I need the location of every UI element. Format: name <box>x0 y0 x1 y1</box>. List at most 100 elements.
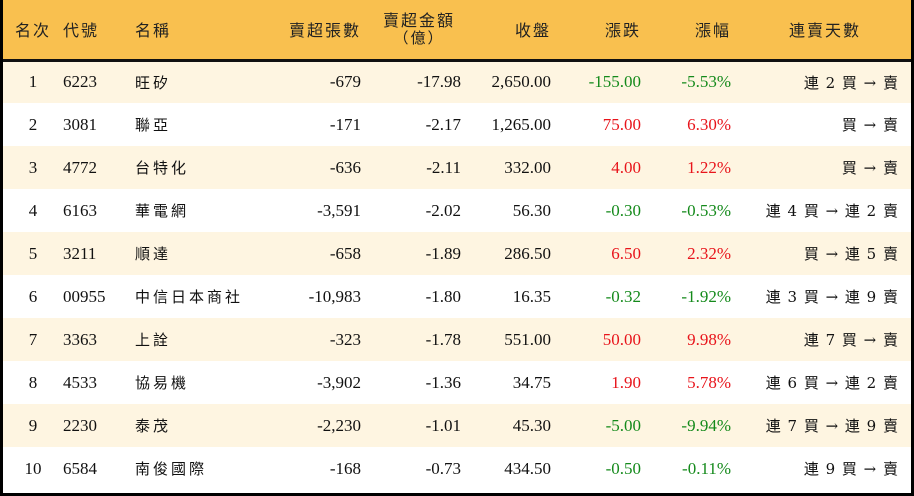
streak-cell: 買 → 連 5 賣 <box>803 245 899 263</box>
header-rank: 名次 <box>14 21 51 41</box>
net-sell-lots-cell: -3,902 <box>317 372 361 392</box>
change-cell: 4.00 <box>611 157 641 177</box>
header-streak: 連賣天數 <box>788 21 861 41</box>
change-cell: -155.00 <box>588 72 641 92</box>
name-cell: 協易機 <box>135 374 190 392</box>
net-sell-amount-cell: -2.02 <box>425 200 461 220</box>
name-cell: 中信日本商社 <box>135 288 244 306</box>
streak-cell: 買 → 賣 <box>841 159 899 177</box>
rank-cell: 4 <box>28 200 38 220</box>
net-sell-lots-cell: -10,983 <box>308 286 361 306</box>
net-sell-amount-cell: -0.73 <box>425 458 461 478</box>
name-cell: 上詮 <box>135 331 172 349</box>
rank-cell: 3 <box>28 157 38 177</box>
streak-cell: 連 6 買 → 連 2 賣 <box>765 374 899 392</box>
name-cell: 旺矽 <box>135 73 172 92</box>
change-pct-cell: -0.53% <box>681 200 731 220</box>
rank-cell: 1 <box>28 72 38 92</box>
change-cell: -0.30 <box>605 200 641 220</box>
table-row[interactable]: 10 6584 南俊國際 -168 -0.73 434.50 -0.50 -0.… <box>3 447 911 490</box>
net-sell-lots-cell: -3,591 <box>317 200 361 220</box>
close-cell: 45.30 <box>512 415 551 435</box>
net-sell-amount-cell: -1.78 <box>425 329 461 349</box>
change-cell: 6.50 <box>611 243 641 263</box>
rank-cell: 9 <box>28 415 38 435</box>
rank-cell: 2 <box>28 114 38 134</box>
code-cell: 2230 <box>63 415 97 435</box>
streak-cell: 連 4 買 → 連 2 賣 <box>765 202 899 220</box>
code-cell: 4772 <box>63 157 97 177</box>
name-cell: 聯亞 <box>135 116 172 134</box>
table-row[interactable]: 2 3081 聯亞 -171 -2.17 1,265.00 75.00 6.30… <box>3 103 911 146</box>
header-code: 代號 <box>63 21 100 41</box>
change-pct-cell: 2.32% <box>687 243 731 263</box>
streak-cell: 連 7 買 → 賣 <box>803 331 899 349</box>
rank-cell: 10 <box>24 458 42 478</box>
streak-cell: 連 2 買 → 賣 <box>803 73 899 92</box>
change-cell: 75.00 <box>602 114 641 134</box>
code-cell: 00955 <box>63 286 106 306</box>
net-sell-amount-cell: -1.89 <box>425 243 461 263</box>
header-net-sell-lots: 賣超張數 <box>288 21 361 41</box>
streak-cell: 買 → 賣 <box>841 116 899 134</box>
net-sell-lots-cell: -636 <box>329 157 361 177</box>
table-row[interactable]: 5 3211 順達 -658 -1.89 286.50 6.50 2.32% 買… <box>3 232 911 275</box>
name-cell: 華電網 <box>135 202 190 220</box>
change-pct-cell: -5.53% <box>681 72 731 92</box>
table-row[interactable]: 8 4533 協易機 -3,902 -1.36 34.75 1.90 5.78%… <box>3 361 911 404</box>
table-row[interactable]: 4 6163 華電網 -3,591 -2.02 56.30 -0.30 -0.5… <box>3 189 911 232</box>
table-row[interactable]: 7 3363 上詮 -323 -1.78 551.00 50.00 9.98% … <box>3 318 911 361</box>
change-pct-cell: -0.11% <box>682 458 731 478</box>
table-row[interactable]: 9 2230 泰茂 -2,230 -1.01 45.30 -5.00 -9.94… <box>3 404 911 447</box>
change-pct-cell: -1.92% <box>681 286 731 306</box>
header-name: 名稱 <box>135 21 172 41</box>
net-sell-lots-cell: -171 <box>329 114 361 134</box>
name-cell: 泰茂 <box>135 417 172 435</box>
streak-cell: 連 7 買 → 連 9 賣 <box>765 417 899 435</box>
header-change: 漲跌 <box>604 21 641 41</box>
code-cell: 3211 <box>63 243 97 263</box>
close-cell: 34.75 <box>512 372 551 392</box>
table-row[interactable]: 1 6223 旺矽 -679 -17.98 2,650.00 -155.00 -… <box>3 60 911 103</box>
change-pct-cell: 6.30% <box>687 114 731 134</box>
change-cell: 1.90 <box>611 372 641 392</box>
rank-cell: 7 <box>28 329 38 349</box>
code-cell: 6584 <box>63 458 97 478</box>
change-pct-cell: 1.22% <box>687 157 731 177</box>
header-close: 收盤 <box>514 21 551 41</box>
code-cell: 6163 <box>63 200 97 220</box>
close-cell: 56.30 <box>512 200 551 220</box>
name-cell: 順達 <box>135 245 172 263</box>
net-sell-amount-cell: -1.01 <box>425 415 461 435</box>
name-cell: 南俊國際 <box>135 460 208 478</box>
close-cell: 551.00 <box>504 329 551 349</box>
change-pct-cell: 5.78% <box>687 372 731 392</box>
header-net-sell-amount: 賣超金額 （億） <box>369 0 469 60</box>
close-cell: 332.00 <box>504 157 551 177</box>
table-row[interactable]: 3 4772 台特化 -636 -2.11 332.00 4.00 1.22% … <box>3 146 911 189</box>
header-change-pct: 漲幅 <box>694 21 731 41</box>
net-sell-amount-cell: -1.36 <box>425 372 461 392</box>
net-sell-amount-cell: -1.80 <box>425 286 461 306</box>
net-sell-lots-cell: -679 <box>329 72 361 92</box>
close-cell: 1,265.00 <box>491 114 552 134</box>
net-sell-amount-cell: -17.98 <box>417 72 461 92</box>
net-sell-ranking-table: 名次 代號 名稱 賣超張數 賣超金額 （億） 收盤 漲跌 漲幅 連賣天數 1 6… <box>3 0 911 490</box>
rank-cell: 8 <box>28 372 38 392</box>
code-cell: 3081 <box>63 114 97 134</box>
change-cell: -5.00 <box>605 415 641 435</box>
close-cell: 286.50 <box>504 243 551 263</box>
header-net-sell-amount-label: 賣超金額 <box>382 11 455 31</box>
table-row[interactable]: 6 00955 中信日本商社 -10,983 -1.80 16.35 -0.32… <box>3 275 911 318</box>
streak-cell: 連 9 買 → 賣 <box>803 460 899 478</box>
net-sell-lots-cell: -2,230 <box>317 415 361 435</box>
code-cell: 4533 <box>63 372 97 392</box>
streak-cell: 連 3 買 → 連 9 賣 <box>765 288 899 306</box>
code-cell: 6223 <box>63 72 97 92</box>
net-sell-lots-cell: -658 <box>329 243 361 263</box>
close-cell: 434.50 <box>504 458 551 478</box>
change-cell: 50.00 <box>602 329 641 349</box>
rank-cell: 6 <box>28 286 38 306</box>
header-net-sell-amount-unit: （億） <box>393 29 445 48</box>
